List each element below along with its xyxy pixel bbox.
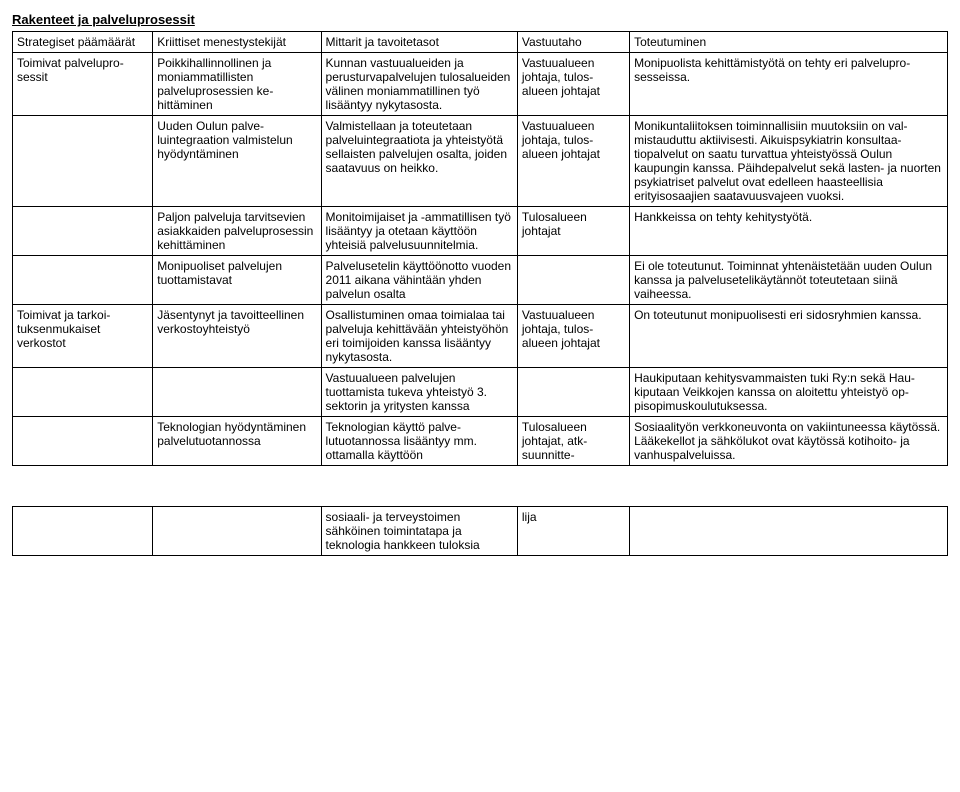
cell bbox=[13, 368, 153, 417]
cell: Hankkeissa on tehty kehitystyötä. bbox=[630, 207, 948, 256]
table-header-row: Strategiset päämää­rät Kriittiset menest… bbox=[13, 32, 948, 53]
table-row: Uuden Oulun palve­luintegraation valmis­… bbox=[13, 116, 948, 207]
cell: Kunnan vastuualueiden ja perusturvapalve… bbox=[321, 53, 517, 116]
cell: lija bbox=[517, 507, 629, 556]
cell: On toteutunut monipuolisesti eri sidosry… bbox=[630, 305, 948, 368]
col-header: Kriittiset menestyste­kijät bbox=[153, 32, 321, 53]
cell bbox=[13, 417, 153, 466]
page-title: Rakenteet ja palveluprosessit bbox=[12, 12, 948, 27]
cell bbox=[153, 507, 321, 556]
cell bbox=[13, 507, 153, 556]
cell: Toimivat palvelupro­sessit bbox=[13, 53, 153, 116]
cell: Monikuntaliitoksen toiminnallisiin muuto… bbox=[630, 116, 948, 207]
footer-table: sosiaali- ja terveystoimen sähköinen toi… bbox=[12, 506, 948, 556]
cell: Monipuolista kehittämistyötä on tehty er… bbox=[630, 53, 948, 116]
cell: Poikkihallinnollinen ja moniammatilliste… bbox=[153, 53, 321, 116]
main-table: Strategiset päämää­rät Kriittiset menest… bbox=[12, 31, 948, 466]
cell: sosiaali- ja terveystoimen sähköinen toi… bbox=[321, 507, 517, 556]
cell: Tulosalueen johtajat bbox=[517, 207, 629, 256]
cell: Monipuoliset palvelu­jen tuottamistavat bbox=[153, 256, 321, 305]
table-row: Teknologian hyödyn­täminen palvelutuo­ta… bbox=[13, 417, 948, 466]
col-header: Vastuutaho bbox=[517, 32, 629, 53]
cell: Tulosalueen johtajat, atk-suunnitte- bbox=[517, 417, 629, 466]
table-row: Vastuualueen palvelujen tuottamista tuke… bbox=[13, 368, 948, 417]
cell: Vastuualueen johtaja, tulos­alueen johta… bbox=[517, 53, 629, 116]
cell bbox=[13, 256, 153, 305]
cell: Paljon palveluja tar­vitsevien asiakkaid… bbox=[153, 207, 321, 256]
cell: Palvelusetelin käyttöönotto vuoden 2011 … bbox=[321, 256, 517, 305]
cell: Sosiaalityön verkkoneuvonta on vakiintun… bbox=[630, 417, 948, 466]
cell: Teknologian hyödyn­täminen palvelutuo­ta… bbox=[153, 417, 321, 466]
cell: Jäsentynyt ja tavoit­teellinen verkostoy… bbox=[153, 305, 321, 368]
table-row: Monipuoliset palvelu­jen tuottamistavat … bbox=[13, 256, 948, 305]
cell: Teknologian käyttö palve­lutuotannossa l… bbox=[321, 417, 517, 466]
cell bbox=[153, 368, 321, 417]
cell bbox=[13, 207, 153, 256]
cell: Uuden Oulun palve­luintegraation valmis­… bbox=[153, 116, 321, 207]
cell: Haukiputaan kehitysvammaisten tuki Ry:n … bbox=[630, 368, 948, 417]
cell: Osallistuminen omaa toi­mialaa tai palve… bbox=[321, 305, 517, 368]
table-row: Paljon palveluja tar­vitsevien asiakkaid… bbox=[13, 207, 948, 256]
table-row: sosiaali- ja terveystoimen sähköinen toi… bbox=[13, 507, 948, 556]
cell: Vastuualueen johtaja, tulos­alueen johta… bbox=[517, 116, 629, 207]
cell: Monitoimijaiset ja -ammatillisen työ li­… bbox=[321, 207, 517, 256]
col-header: Strategiset päämää­rät bbox=[13, 32, 153, 53]
col-header: Mittarit ja tavoitetasot bbox=[321, 32, 517, 53]
col-header: Toteutuminen bbox=[630, 32, 948, 53]
table-row: Toimivat ja tarkoi­tuksenmukaiset verkos… bbox=[13, 305, 948, 368]
cell: Vastuualueen johtaja, tulos­alueen johta… bbox=[517, 305, 629, 368]
cell bbox=[517, 368, 629, 417]
cell: Toimivat ja tarkoi­tuksenmukaiset verkos… bbox=[13, 305, 153, 368]
table-row: Toimivat palvelupro­sessit Poikkihallinn… bbox=[13, 53, 948, 116]
cell bbox=[517, 256, 629, 305]
cell bbox=[630, 507, 948, 556]
cell: Vastuualueen palvelujen tuottamista tuke… bbox=[321, 368, 517, 417]
cell: Ei ole toteutunut. Toiminnat yhtenäistet… bbox=[630, 256, 948, 305]
cell: Valmistellaan ja toteute­taan palveluint… bbox=[321, 116, 517, 207]
cell bbox=[13, 116, 153, 207]
